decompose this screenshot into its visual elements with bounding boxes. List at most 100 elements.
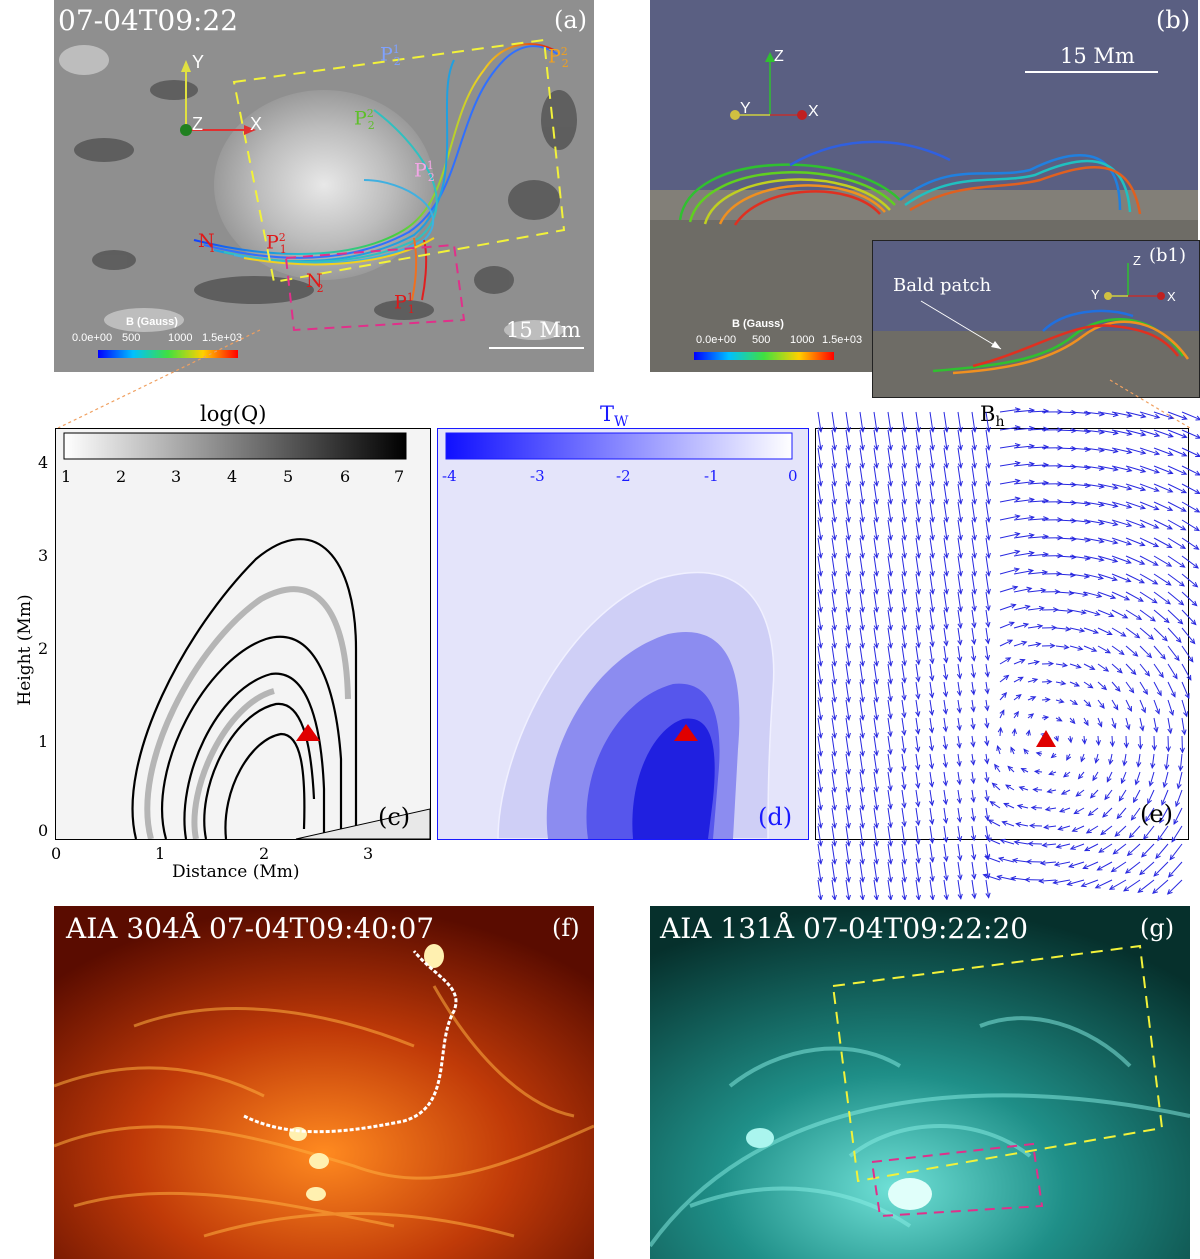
vector-arrow	[901, 699, 907, 719]
zoom-connector-lines	[57, 329, 1191, 429]
vector-arrow	[817, 807, 823, 829]
vector-arrow	[915, 735, 921, 753]
vector-arrow	[1055, 680, 1067, 686]
vector-arrow	[971, 555, 977, 577]
vector-arrow	[1139, 573, 1159, 585]
panel-c-colorbar-tick-3: 3	[171, 467, 182, 486]
vector-arrow	[915, 717, 921, 735]
vector-arrow	[928, 771, 935, 788]
vector-arrow	[915, 843, 921, 864]
vector-arrow	[1179, 735, 1185, 754]
vector-arrow	[943, 465, 949, 487]
xtick-0: 0	[51, 844, 62, 863]
vector-arrow	[1097, 699, 1105, 709]
vector-arrow	[1013, 533, 1035, 539]
vector-arrow	[970, 825, 977, 842]
vector-arrow	[956, 789, 962, 805]
vector-arrow	[873, 861, 879, 883]
vector-arrow	[873, 681, 879, 703]
panel-g-image	[650, 906, 1190, 1259]
vector-arrow	[1137, 879, 1155, 893]
vector-arrow	[1167, 627, 1182, 643]
vector-arrow	[1130, 807, 1141, 821]
vector-arrow	[1085, 825, 1099, 834]
panel-c: 1 2 3 4 5 6 7 (c)	[55, 428, 431, 840]
vector-arrow	[1046, 788, 1057, 794]
vector-arrow	[1071, 825, 1085, 832]
panel-c-label: (c)	[378, 803, 411, 831]
vector-arrow	[887, 627, 893, 649]
vector-arrow	[873, 483, 879, 505]
vector-arrow	[901, 681, 907, 701]
vector-arrow	[887, 501, 893, 523]
vector-arrow	[1167, 681, 1176, 698]
vector-arrow	[970, 681, 976, 696]
panel-b-colorbar-tick-2: 1000	[790, 334, 815, 346]
vector-arrow	[1055, 626, 1072, 632]
vector-arrow	[929, 501, 935, 523]
vector-arrow	[1153, 681, 1162, 697]
vector-arrow	[1097, 555, 1119, 563]
vector-arrow	[1083, 537, 1105, 544]
vector-arrow	[1083, 609, 1101, 616]
vector-arrow	[901, 555, 907, 577]
panel-c-colorbar-tick-5: 5	[283, 467, 294, 486]
vector-arrow	[1181, 681, 1190, 700]
vector-arrow	[943, 501, 949, 523]
vector-arrow	[1133, 789, 1141, 804]
vector-arrow	[873, 771, 879, 793]
vector-arrow	[957, 627, 963, 646]
vector-arrow	[971, 501, 977, 523]
vector-arrow	[929, 555, 935, 577]
vector-arrow	[971, 411, 977, 433]
panel-a-axis-z: Z	[192, 114, 203, 134]
vector-arrow	[817, 717, 823, 739]
vector-arrow	[845, 663, 851, 685]
vector-arrow	[957, 483, 963, 505]
vector-arrow	[1125, 717, 1131, 731]
vector-arrow	[1145, 807, 1155, 823]
vector-arrow	[1111, 519, 1133, 528]
vector-arrow	[1181, 519, 1200, 532]
vector-arrow	[915, 825, 921, 845]
vector-arrow	[901, 663, 907, 684]
vector-arrow	[915, 879, 921, 900]
vector-arrow	[1153, 591, 1172, 605]
vector-arrow	[1097, 429, 1119, 436]
vector-arrow	[901, 483, 907, 505]
vector-arrow	[1013, 568, 1035, 575]
vector-arrow	[1032, 787, 1043, 793]
vector-arrow	[1167, 429, 1188, 439]
vector-arrow	[943, 573, 949, 595]
vector-arrow	[1153, 627, 1168, 642]
vector-arrow	[901, 609, 907, 631]
vector-arrow	[831, 447, 837, 469]
panel-f-label: (f)	[552, 914, 580, 942]
panel-d-title-main: T	[600, 402, 615, 426]
vector-arrow	[915, 753, 921, 771]
vector-arrow	[1125, 681, 1135, 694]
vector-arrow	[1013, 658, 1026, 665]
vector-arrow	[942, 735, 948, 751]
vector-arrow	[1041, 661, 1055, 667]
vector-arrow	[1011, 857, 1029, 864]
vector-arrow	[1043, 824, 1057, 830]
vector-arrow	[1139, 627, 1155, 640]
vector-arrow	[1110, 861, 1127, 873]
vector-arrow	[957, 537, 963, 559]
panel-b-colorbar-tick-3: 1.5e+03	[822, 334, 863, 346]
vector-arrow	[1041, 842, 1057, 848]
vector-arrow	[817, 735, 823, 757]
vector-arrow	[901, 465, 907, 487]
vector-arrow	[1083, 645, 1098, 652]
vector-arrow	[817, 645, 823, 667]
vector-arrow	[873, 447, 879, 469]
vector-arrow	[845, 825, 851, 847]
vector-arrow	[915, 699, 921, 718]
vector-arrow	[1181, 645, 1194, 663]
vector-arrow	[1139, 699, 1146, 714]
vector-arrow	[984, 855, 1001, 863]
vector-arrow	[1125, 699, 1132, 712]
vector-arrow	[831, 717, 837, 739]
vector-arrow	[1057, 825, 1071, 831]
